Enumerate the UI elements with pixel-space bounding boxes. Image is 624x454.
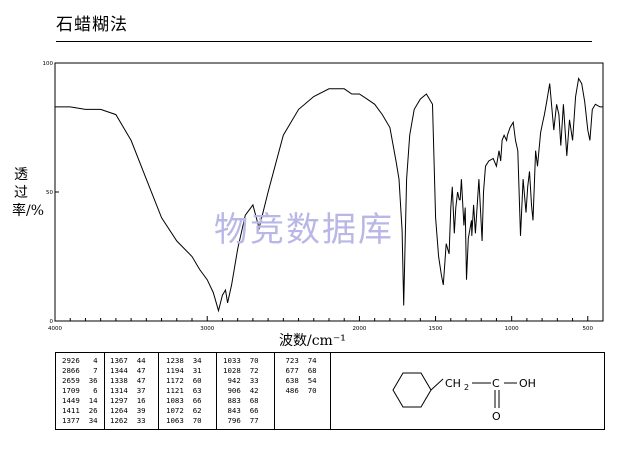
peak-entry: 942 33 — [223, 376, 259, 385]
header-rule — [56, 41, 592, 42]
peak-entry: 906 42 — [223, 386, 259, 395]
peak-entry: 1709 6 — [62, 386, 98, 395]
peak-column-divider — [158, 353, 159, 429]
peak-entry: 1028 72 — [223, 366, 259, 375]
peak-column: 2926 4 2866 7 2659 36 1709 6 1449 14 1411 26 1… — [62, 356, 98, 426]
peak-entry: 1172 60 — [166, 376, 202, 385]
spectrum-line — [55, 77, 603, 313]
peak-table: 2926 4 2866 7 2659 36 1709 6 1449 14 1411 26 1… — [55, 352, 605, 430]
x-axis-ticks: 4000 3000 2000 1500 1000 500 — [48, 316, 604, 332]
ch2-label: CH — [445, 377, 461, 390]
method-title: 石蜡糊法 — [56, 15, 128, 35]
plot-frame — [54, 62, 604, 322]
peak-entry: 1262 33 — [110, 416, 146, 425]
peak-entry: 1033 70 — [223, 356, 259, 365]
peak-entry: 486 70 — [281, 386, 317, 395]
oxygen-label: O — [492, 410, 501, 423]
peak-column-divider — [330, 353, 331, 429]
x-tick-label: 1500 — [429, 326, 443, 332]
peak-entry: 1338 47 — [110, 376, 146, 385]
peak-column: 1367 44 1344 47 1338 47 1314 37 1297 16 1264 … — [110, 356, 146, 426]
peak-entry: 2866 7 — [62, 366, 98, 375]
cyclohexane-ring — [392, 372, 432, 408]
peak-entry: 796 77 — [223, 416, 259, 425]
x-tick-label: 2000 — [352, 326, 366, 332]
peak-column: 1033 70 1028 72 942 33 906 42 883 68 843 … — [223, 356, 259, 426]
watermark-text: 物竞数据库 — [214, 210, 394, 250]
peak-entry: 1063 70 — [166, 416, 202, 425]
peak-entry: 1072 62 — [166, 406, 202, 415]
peak-entry: 638 54 — [281, 376, 317, 385]
x-axis-label: 波数/cm⁻¹ — [279, 333, 346, 349]
oh-label: OH — [519, 377, 536, 390]
peak-column-divider — [104, 353, 105, 429]
peak-entry: 1121 63 — [166, 386, 202, 395]
x-tick-label: 3000 — [200, 326, 214, 332]
peak-entry: 677 68 — [281, 366, 317, 375]
peak-entry: 1264 39 — [110, 406, 146, 415]
x-tick-label: 500 — [583, 326, 594, 332]
peak-column-divider — [216, 353, 217, 429]
peak-entry: 1083 66 — [166, 396, 202, 405]
peak-entry: 1194 31 — [166, 366, 202, 375]
ch2-subscript: 2 — [464, 383, 469, 392]
x-tick-label: 4000 — [48, 326, 62, 332]
peak-entry: 1411 26 — [62, 406, 98, 415]
cyclohexylacetic-acid-structure: CH 2 C OH O — [392, 372, 536, 423]
peak-column: 723 74 677 68 638 54 486 70 — [281, 356, 317, 396]
peak-entry: 2926 4 — [62, 356, 98, 365]
peak-entry: 723 74 — [281, 356, 317, 365]
peak-entry: 1367 44 — [110, 356, 146, 365]
peak-entry: 1377 34 — [62, 416, 98, 425]
peak-entry: 2659 36 — [62, 376, 98, 385]
y-tick-label: 50 — [46, 190, 53, 196]
peak-entry: 883 68 — [223, 396, 259, 405]
peak-column: 1238 34 1194 31 1172 60 1121 63 1083 66 1072 … — [166, 356, 202, 426]
y-axis-ticks: 0 50 100 — [43, 61, 59, 325]
peak-entry: 1449 14 — [62, 396, 98, 405]
peak-entry: 1297 16 — [110, 396, 146, 405]
carbon-label: C — [492, 377, 500, 390]
peak-column-divider — [274, 353, 275, 429]
peak-entry: 1238 34 — [166, 356, 202, 365]
peak-entry: 1314 37 — [110, 386, 146, 395]
y-axis-label: 透过率/% — [12, 167, 45, 219]
ring-to-ch2-bond — [430, 378, 444, 391]
peak-entry: 843 66 — [223, 406, 259, 415]
peak-entry: 1344 47 — [110, 366, 146, 375]
x-tick-label: 1000 — [505, 326, 519, 332]
y-tick-label: 0 — [50, 319, 54, 325]
y-tick-label: 100 — [43, 61, 54, 67]
